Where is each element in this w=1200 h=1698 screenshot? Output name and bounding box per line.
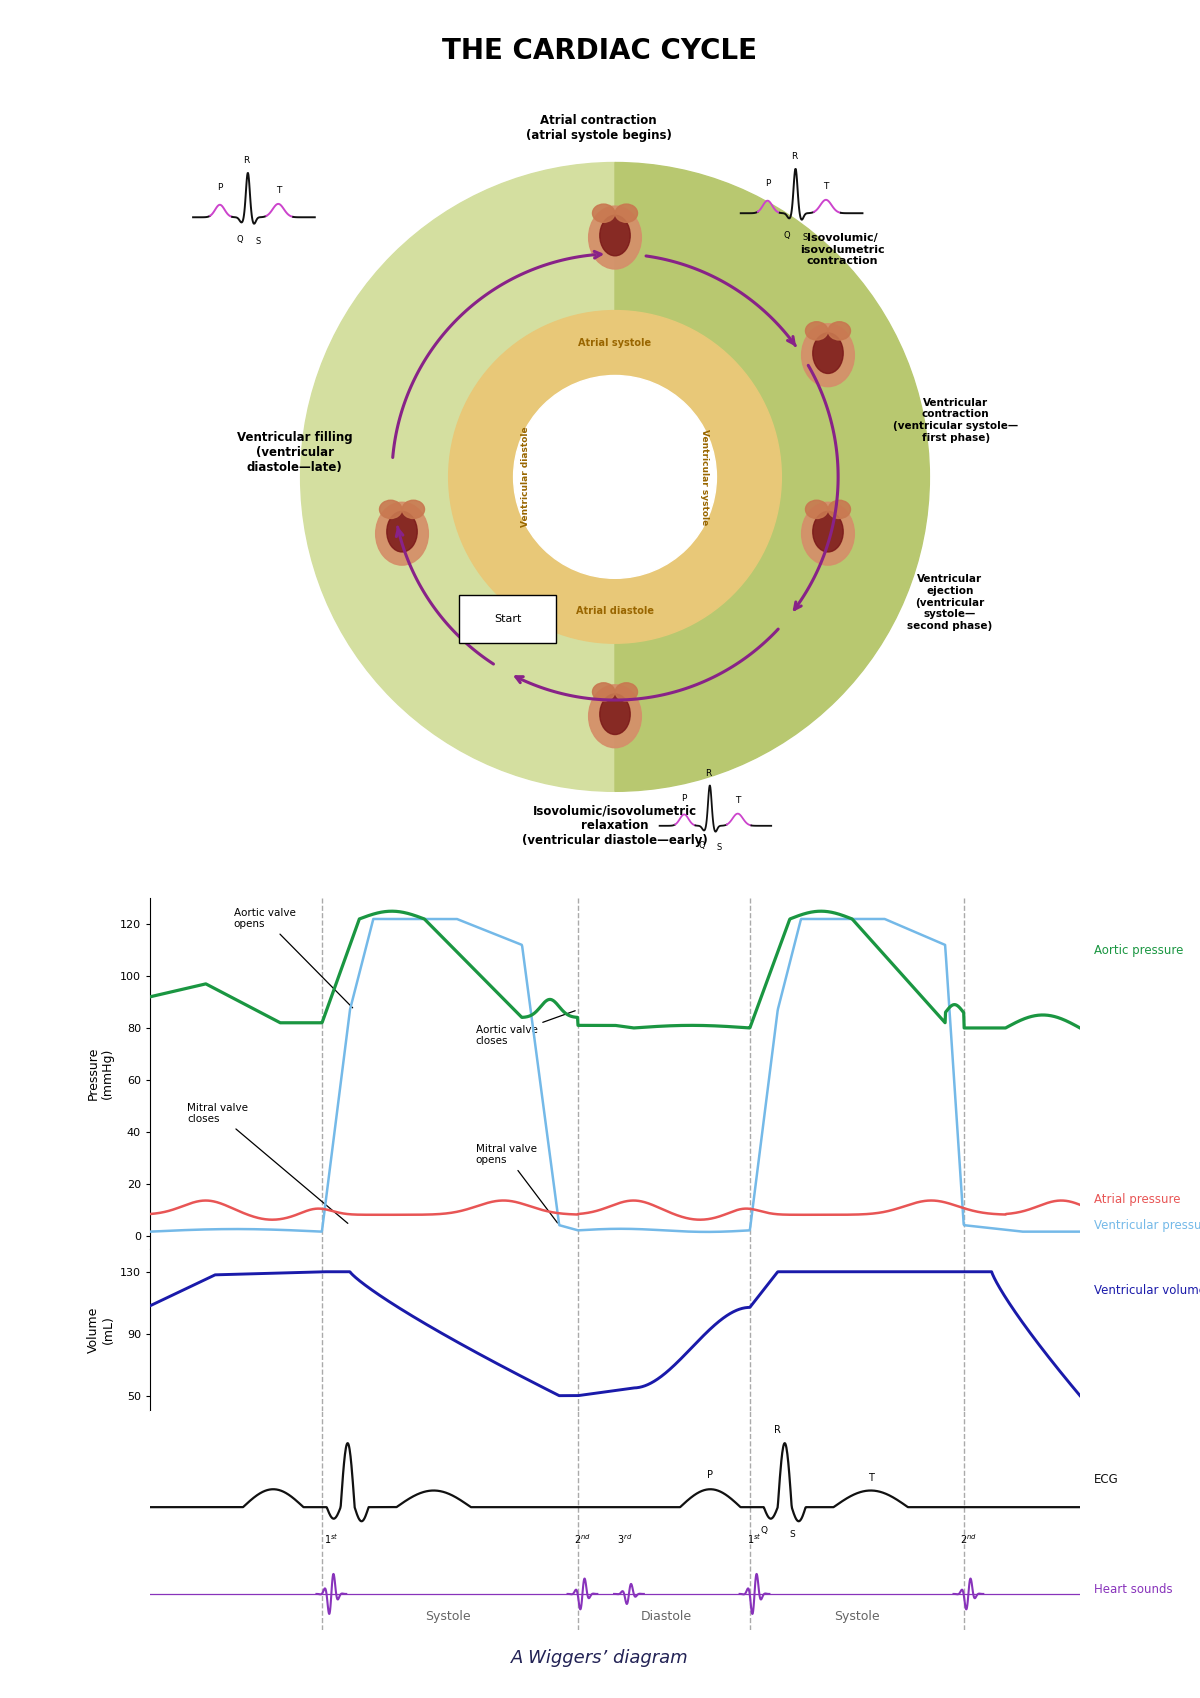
Ellipse shape	[805, 321, 828, 340]
Text: S: S	[716, 844, 721, 852]
Ellipse shape	[828, 321, 851, 340]
Text: Ventricular pressure: Ventricular pressure	[1094, 1219, 1200, 1231]
Text: Systole: Systole	[425, 1610, 470, 1623]
Ellipse shape	[600, 216, 630, 256]
Text: Ventricular
contraction
(ventricular systole—
first phase): Ventricular contraction (ventricular sys…	[893, 397, 1019, 443]
Text: Atrial pressure: Atrial pressure	[1094, 1192, 1181, 1206]
Ellipse shape	[386, 511, 418, 552]
Text: 2$^{nd}$: 2$^{nd}$	[960, 1532, 977, 1547]
Text: P: P	[682, 795, 686, 803]
FancyBboxPatch shape	[458, 594, 556, 644]
Text: Isovolumic/isovolumetric
relaxation
(ventricular diastole—early): Isovolumic/isovolumetric relaxation (ven…	[522, 805, 708, 847]
Ellipse shape	[593, 204, 614, 222]
Text: Mitral valve
closes: Mitral valve closes	[187, 1102, 348, 1223]
Ellipse shape	[593, 683, 614, 701]
Text: R: R	[244, 156, 250, 165]
Wedge shape	[616, 163, 930, 791]
Ellipse shape	[805, 501, 828, 518]
Y-axis label: Pressure
(mmHg): Pressure (mmHg)	[86, 1046, 114, 1100]
Ellipse shape	[402, 501, 425, 518]
Text: P: P	[764, 180, 770, 188]
Ellipse shape	[812, 511, 844, 552]
Ellipse shape	[802, 324, 854, 387]
Ellipse shape	[616, 683, 637, 701]
Text: Atrial systole: Atrial systole	[578, 338, 652, 348]
Text: Atrial contraction
(atrial systole begins): Atrial contraction (atrial systole begin…	[526, 114, 672, 143]
Text: Mitral valve
opens: Mitral valve opens	[475, 1144, 558, 1223]
Text: Ventricular systole: Ventricular systole	[700, 430, 709, 525]
Ellipse shape	[589, 205, 641, 268]
Text: Q: Q	[784, 231, 791, 239]
Text: Diastole: Diastole	[641, 1610, 691, 1623]
Text: 1$^{st}$: 1$^{st}$	[748, 1532, 762, 1547]
Text: Atrial diastole: Atrial diastole	[576, 606, 654, 616]
Text: Aortic valve
opens: Aortic valve opens	[234, 908, 353, 1009]
Text: P: P	[217, 183, 222, 192]
Text: T: T	[823, 182, 829, 190]
Text: S: S	[788, 1530, 794, 1538]
Text: R: R	[706, 769, 712, 778]
Ellipse shape	[828, 501, 851, 518]
Text: Systole: Systole	[834, 1610, 880, 1623]
Text: Q: Q	[236, 234, 242, 245]
Text: Q: Q	[698, 841, 706, 851]
Text: Ventricular filling
(ventricular
diastole—late): Ventricular filling (ventricular diastol…	[236, 431, 353, 474]
Text: Isovolumic/
isovolumetric
contraction: Isovolumic/ isovolumetric contraction	[800, 233, 884, 267]
Text: R: R	[774, 1426, 781, 1435]
Text: T: T	[868, 1472, 874, 1482]
Text: A Wiggers’ diagram: A Wiggers’ diagram	[511, 1649, 689, 1667]
Text: Aortic valve
closes: Aortic valve closes	[475, 1010, 575, 1046]
Text: Ventricular diastole: Ventricular diastole	[521, 426, 530, 526]
Text: ECG: ECG	[1094, 1474, 1118, 1486]
Text: Start: Start	[494, 615, 521, 623]
Y-axis label: Volume
(mL): Volume (mL)	[86, 1307, 114, 1353]
Text: Heart sounds: Heart sounds	[1094, 1583, 1172, 1596]
Circle shape	[514, 375, 716, 579]
Circle shape	[449, 311, 781, 644]
Ellipse shape	[812, 333, 844, 374]
Text: THE CARDIAC CYCLE: THE CARDIAC CYCLE	[443, 37, 757, 65]
Text: 2$^{nd}$: 2$^{nd}$	[574, 1532, 590, 1547]
Text: 3$^{rd}$: 3$^{rd}$	[617, 1532, 632, 1547]
Ellipse shape	[376, 503, 428, 565]
Text: T: T	[276, 185, 281, 195]
Text: Q: Q	[761, 1527, 767, 1535]
Ellipse shape	[802, 503, 854, 565]
Text: P: P	[707, 1470, 713, 1481]
Ellipse shape	[589, 684, 641, 747]
Ellipse shape	[600, 694, 630, 735]
Text: Ventricular
ejection
(ventricular
systole—
second phase): Ventricular ejection (ventricular systol…	[907, 574, 992, 632]
Text: S: S	[256, 238, 260, 246]
Text: Ventricular volume: Ventricular volume	[1094, 1284, 1200, 1297]
Text: Aortic pressure: Aortic pressure	[1094, 944, 1183, 956]
Text: S: S	[803, 233, 808, 243]
Ellipse shape	[379, 501, 402, 518]
Wedge shape	[300, 163, 616, 791]
Text: 1$^{st}$: 1$^{st}$	[324, 1532, 338, 1547]
Ellipse shape	[616, 204, 637, 222]
Text: T: T	[736, 796, 740, 805]
Text: R: R	[791, 151, 798, 161]
